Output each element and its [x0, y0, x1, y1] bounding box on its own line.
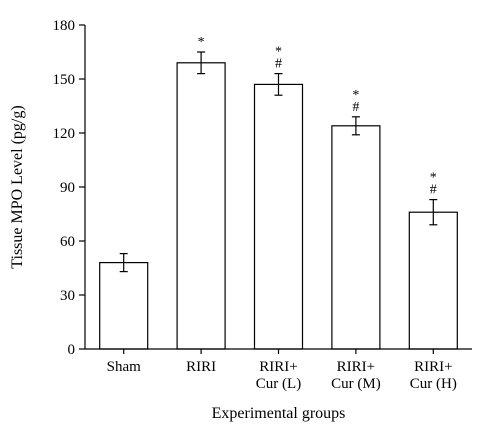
- y-tick-label: 150: [53, 72, 76, 88]
- bar: [331, 125, 381, 350]
- bar: [99, 262, 149, 350]
- x-tick-label: RIRI+ Cur (H): [410, 359, 457, 392]
- significance-marker: #: [275, 57, 282, 72]
- significance-marker: *: [198, 35, 205, 50]
- y-tick-label: 180: [53, 18, 76, 34]
- y-axis: 0 30 60 90 120 150 180: [53, 18, 86, 358]
- x-tick-label-line: RIRI+: [337, 359, 375, 375]
- x-tick-label-line: Cur (L): [256, 376, 301, 392]
- x-tick-label-line: RIRI+: [414, 359, 452, 375]
- y-tick-label: 0: [68, 342, 76, 358]
- y-tick-label: 60: [60, 234, 75, 250]
- y-axis-title: Tissue MPO Level (pg/g): [9, 105, 26, 268]
- x-axis-title: Experimental groups: [212, 405, 346, 422]
- x-tick-label: RIRI: [186, 359, 216, 375]
- bar: [176, 62, 226, 350]
- significance-marker: #: [352, 100, 359, 115]
- bar: [253, 83, 304, 350]
- x-tick-label: RIRI+ Cur (L): [256, 359, 301, 392]
- y-tick-label: 90: [60, 180, 75, 196]
- significance-marker: *: [352, 88, 359, 103]
- x-axis: Sham RIRI RIRI+ Cur (L)RIRI+ Cur (M)RIRI+ Cur…: [85, 348, 472, 392]
- x-tick-label: Sham: [107, 359, 142, 375]
- bars: **#*#*#: [99, 35, 458, 350]
- significance-marker: *: [275, 45, 282, 60]
- x-tick-label: RIRI+ Cur (M): [331, 359, 381, 392]
- significance-marker: #: [430, 183, 437, 198]
- x-tick-label-line: Cur (M): [331, 376, 381, 392]
- x-tick-label-line: RIRI: [186, 359, 216, 375]
- x-tick-label-line: Sham: [107, 359, 142, 375]
- bar: [408, 211, 458, 350]
- x-tick-label-line: RIRI+: [259, 359, 297, 375]
- x-tick-label-line: Cur (H): [410, 376, 457, 392]
- significance-marker: *: [430, 171, 437, 186]
- y-tick-label: 30: [60, 288, 75, 304]
- y-tick-label: 120: [53, 126, 76, 142]
